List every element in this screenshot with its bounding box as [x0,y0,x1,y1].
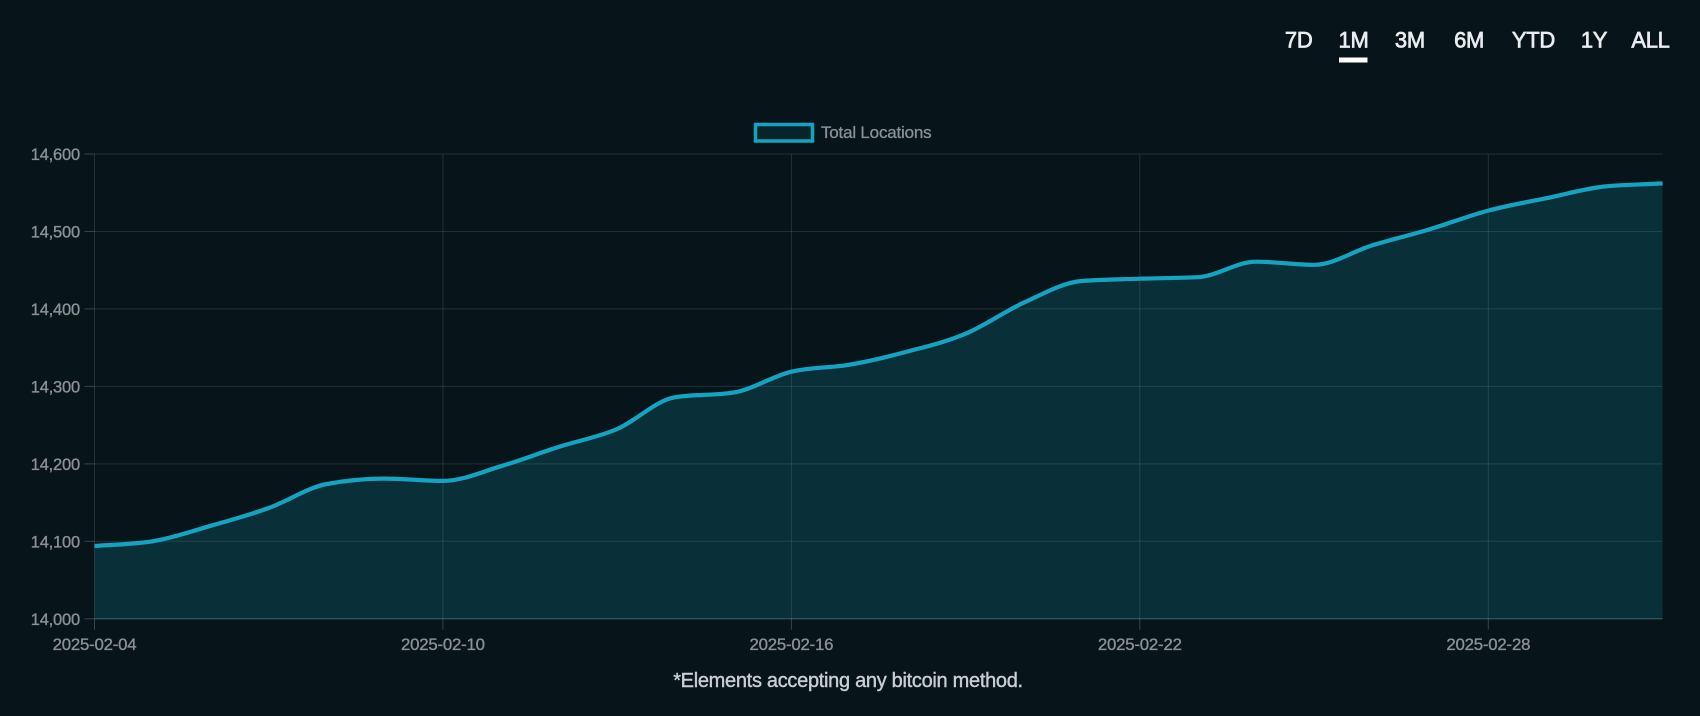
svg-text:14,400: 14,400 [31,301,80,319]
svg-text:14,600: 14,600 [31,146,80,164]
svg-text:2025-02-16: 2025-02-16 [749,635,833,654]
svg-text:14,100: 14,100 [31,533,80,551]
svg-text:14,300: 14,300 [31,378,80,396]
svg-text:2025-02-22: 2025-02-22 [1098,635,1182,654]
svg-text:14,000: 14,000 [31,611,80,629]
svg-text:1M: 1M [1339,28,1369,53]
svg-text:YTD: YTD [1512,28,1555,53]
svg-text:2025-02-28: 2025-02-28 [1446,635,1530,654]
svg-text:2025-02-04: 2025-02-04 [53,635,137,654]
svg-text:14,500: 14,500 [31,224,80,242]
svg-text:1Y: 1Y [1581,28,1608,53]
svg-text:3M: 3M [1395,28,1425,53]
svg-text:*Elements accepting any bitcoi: *Elements accepting any bitcoin method. [673,670,1023,692]
svg-text:2025-02-10: 2025-02-10 [401,635,485,654]
svg-text:ALL: ALL [1631,28,1669,53]
svg-text:6M: 6M [1454,28,1484,53]
svg-text:Total Locations: Total Locations [821,123,931,142]
svg-text:14,200: 14,200 [31,456,80,474]
svg-text:7D: 7D [1285,28,1313,53]
